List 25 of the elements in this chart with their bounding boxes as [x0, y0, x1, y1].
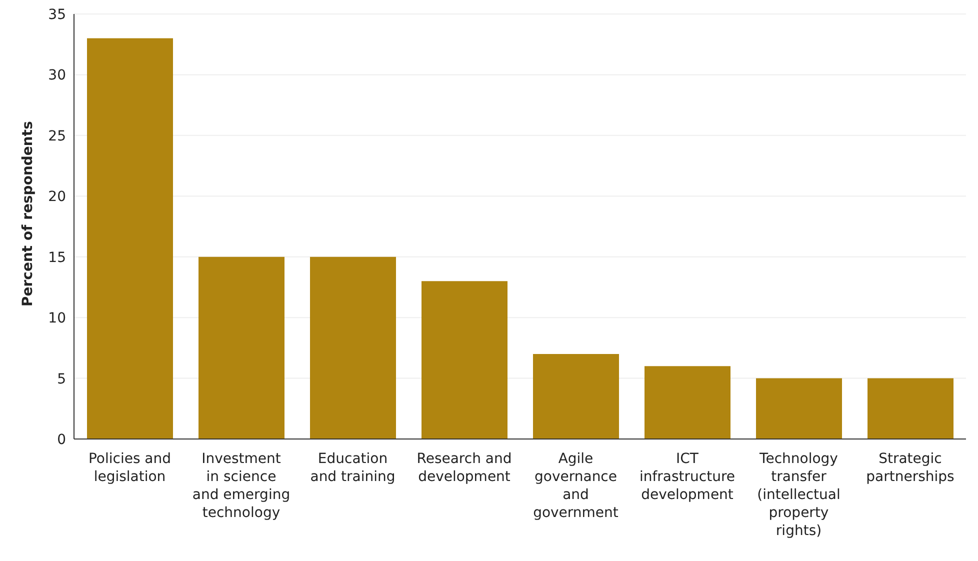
y-tick-label: 15 — [48, 250, 66, 266]
bar — [868, 378, 954, 439]
x-tick-label: Strategic partnerships — [866, 451, 954, 485]
bar — [644, 366, 730, 439]
y-tick-label: 10 — [48, 310, 66, 327]
y-tick-label: 30 — [48, 68, 66, 84]
y-tick-label: 20 — [48, 189, 66, 206]
x-tick-label: Research and development — [416, 451, 512, 485]
bar — [756, 378, 842, 439]
bar — [198, 256, 284, 439]
x-tick-label: Agile governance and government — [533, 451, 619, 521]
x-tick-label: Policies and legislation — [88, 451, 172, 485]
y-tick-label: 5 — [57, 371, 66, 388]
y-tick-label: 0 — [57, 432, 66, 448]
bar — [310, 256, 396, 439]
y-tick-label: 25 — [48, 128, 66, 144]
x-tick-label: Technology transfer (intellectual property rights) — [757, 451, 840, 539]
x-tick-label: Investment in science and emerging technology — [192, 451, 290, 521]
y-axis-title: Percent of respondents — [20, 121, 36, 306]
x-tick-label: ICT infrastructure development — [639, 451, 736, 503]
bar — [533, 354, 619, 439]
y-tick-label: 35 — [48, 6, 66, 23]
x-tick-label: Education and training — [310, 451, 396, 485]
bar — [87, 38, 173, 439]
bar — [422, 281, 508, 439]
